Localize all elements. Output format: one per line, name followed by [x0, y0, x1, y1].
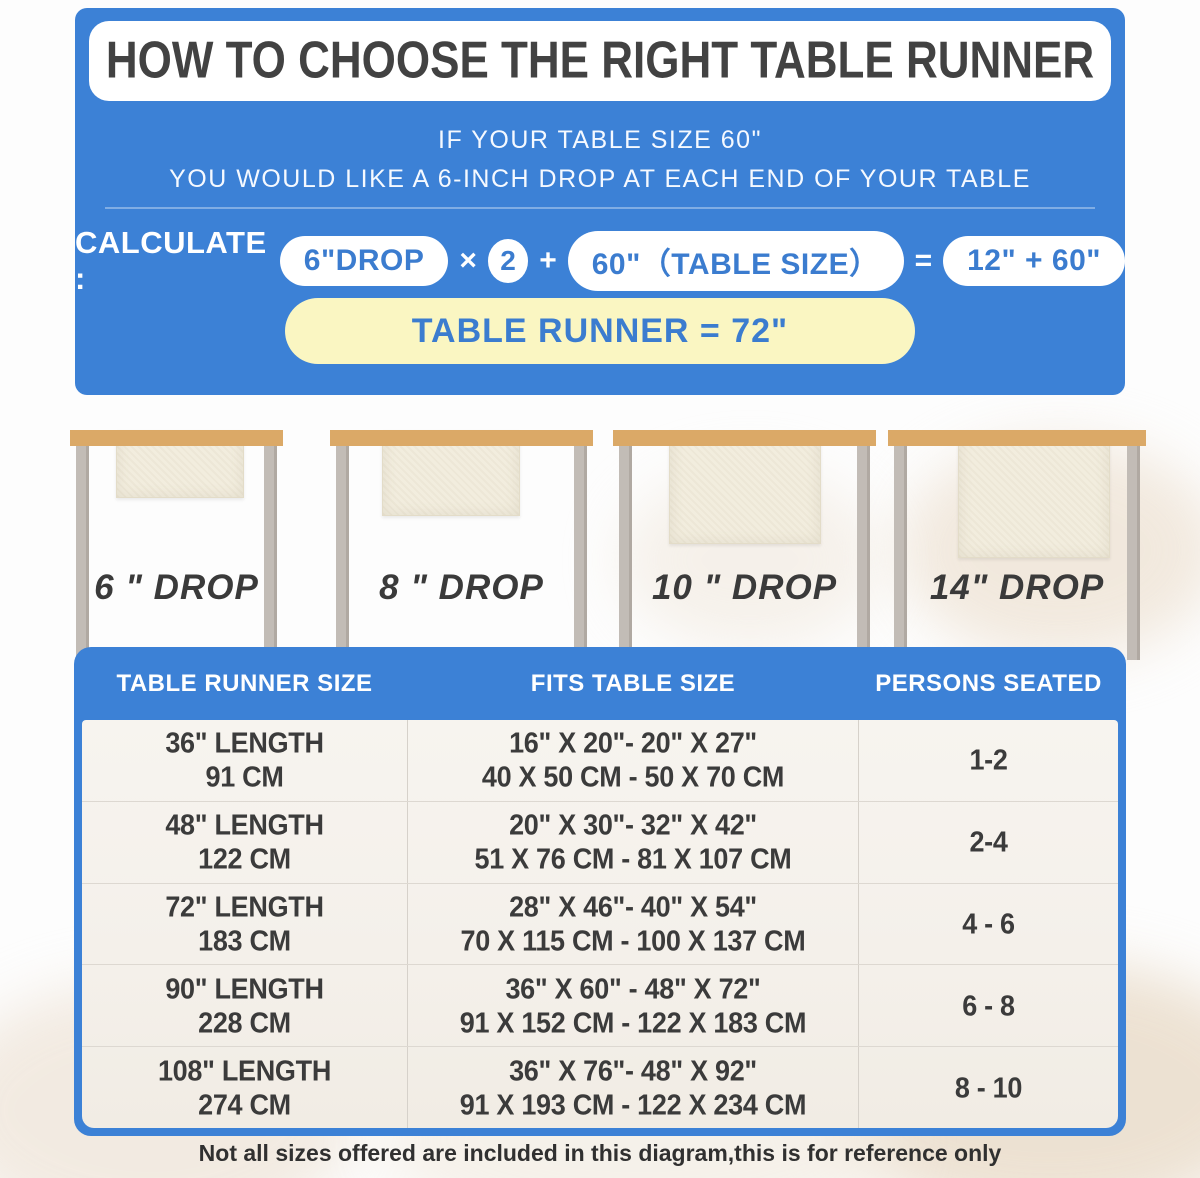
title-box: HOW TO CHOOSE THE RIGHT TABLE RUNNER	[89, 21, 1111, 101]
fits-size-cm: 91 X 152 CM - 122 X 183 CM	[459, 1007, 807, 1039]
runner-length-in: 90" LENGTH	[165, 973, 324, 1005]
runner-length-cm: 274 CM	[198, 1088, 291, 1121]
runner-length-in: 108" LENGTH	[157, 1054, 332, 1087]
fits-size-in: 28" X 46"- 40" X 54"	[509, 891, 757, 923]
equals-operator: =	[914, 244, 933, 277]
header-persons-seated: PERSONS SEATED	[875, 670, 1102, 697]
fits-size-cell: 16" X 20"- 20" X 27" 40 X 50 CM - 50 X 7…	[407, 720, 859, 801]
table-row: 90" LENGTH 228 CM 36" X 60" - 48" X 72" …	[82, 964, 1118, 1047]
table-figure-8in: 8 " DROP	[330, 400, 593, 660]
tabletop	[613, 430, 876, 446]
persons-seated: 6 - 8	[962, 990, 1015, 1022]
drop-label: 10 " DROP	[651, 568, 838, 607]
runner-size-cell: 108" LENGTH 274 CM	[82, 1047, 407, 1128]
subtitle-line2: YOU WOULD LIKE A 6-INCH DROP AT EACH END…	[169, 165, 1031, 193]
plus-operator: +	[539, 244, 557, 277]
header-banner: HOW TO CHOOSE THE RIGHT TABLE RUNNER IF …	[75, 8, 1125, 395]
fits-size-cell: 20" X 30"- 32" X 42" 51 X 76 CM - 81 X 1…	[407, 801, 859, 883]
runner-length-in: 72" LENGTH	[165, 891, 324, 923]
persons-cell: 6 - 8	[859, 965, 1118, 1046]
persons-seated: 8 - 10	[954, 1071, 1023, 1104]
table-size-pill: 60"（TABLE SIZE）	[567, 231, 904, 291]
page-title: HOW TO CHOOSE THE RIGHT TABLE RUNNER	[105, 31, 1095, 90]
sum-pill: 12" + 60"	[943, 236, 1125, 286]
drop-pill: 6"DROP	[279, 236, 449, 286]
drop-illustrations: 6 " DROP 8 " DROP 10 " DROP 14" DROP	[0, 400, 1200, 660]
table-row: 48" LENGTH 122 CM 20" X 30"- 32" X 42" 5…	[82, 800, 1118, 883]
drop-label: 8 " DROP	[379, 568, 544, 607]
subtitle-line1: IF YOUR TABLE SIZE 60"	[438, 126, 762, 154]
runner-length-cm: 228 CM	[198, 1007, 291, 1039]
fits-size-cm: 40 X 50 CM - 50 X 70 CM	[481, 761, 785, 794]
runner-length-in: 36" LENGTH	[165, 727, 324, 760]
table-runner-result: TABLE RUNNER = 72"	[285, 298, 915, 364]
size-chart: TABLE RUNNER SIZE FITS TABLE SIZE PERSON…	[75, 648, 1125, 1135]
header-fits-table-size: FITS TABLE SIZE	[530, 670, 736, 697]
fits-size-cm: 70 X 115 CM - 100 X 137 CM	[460, 925, 806, 957]
fits-size-cell: 36" X 60" - 48" X 72" 91 X 152 CM - 122 …	[407, 965, 859, 1047]
tabletop	[330, 430, 593, 446]
multiplier-badge: 2	[487, 239, 529, 283]
runner-length-in: 48" LENGTH	[165, 809, 324, 841]
fits-size-in: 16" X 20"- 20" X 27"	[509, 727, 757, 760]
fits-size-in: 36" X 60" - 48" X 72"	[505, 973, 761, 1005]
fits-size-in: 36" X 76"- 48" X 92"	[509, 1054, 757, 1087]
table-figure-10in: 10 " DROP	[613, 400, 876, 660]
runner-size-cell: 36" LENGTH 91 CM	[82, 720, 407, 801]
drop-label: 6 " DROP	[94, 568, 259, 607]
persons-cell: 2-4	[859, 802, 1118, 883]
runner-size-cell: 48" LENGTH 122 CM	[82, 802, 407, 883]
times-operator: ×	[459, 244, 477, 277]
table-row: 108" LENGTH 274 CM 36" X 76"- 48" X 92" …	[82, 1046, 1118, 1128]
drop-label: 14" DROP	[929, 568, 1105, 607]
tabletop	[70, 430, 283, 446]
fits-size-cell: 28" X 46"- 40" X 54" 70 X 115 CM - 100 X…	[407, 883, 859, 965]
table-leg	[76, 446, 89, 660]
fits-size-cell: 36" X 76"- 48" X 92" 91 X 193 CM - 122 X…	[407, 1047, 859, 1128]
size-chart-header: TABLE RUNNER SIZE FITS TABLE SIZE PERSON…	[82, 648, 1118, 720]
table-leg	[336, 446, 349, 660]
persons-cell: 1-2	[859, 720, 1118, 801]
persons-cell: 4 - 6	[859, 884, 1118, 965]
table-leg	[894, 446, 907, 660]
runner-size-cell: 90" LENGTH 228 CM	[82, 965, 407, 1046]
header-runner-size: TABLE RUNNER SIZE	[116, 670, 373, 697]
fits-size-cm: 51 X 76 CM - 81 X 107 CM	[474, 843, 792, 875]
calculation-row: CALCULATE : 6"DROP × 2 + 60"（TABLE SIZE）…	[75, 225, 1125, 296]
persons-seated: 2-4	[969, 826, 1008, 858]
table-figure-6in: 6 " DROP	[70, 400, 283, 660]
divider-line	[105, 207, 1095, 209]
runner-length-cm: 183 CM	[198, 925, 291, 957]
persons-seated: 4 - 6	[962, 908, 1015, 940]
runner-length-cm: 122 CM	[198, 843, 291, 875]
runner-illustration	[669, 430, 821, 544]
fits-size-cm: 91 X 193 CM - 122 X 234 CM	[459, 1088, 807, 1121]
table-row: 36" LENGTH 91 CM 16" X 20"- 20" X 27" 40…	[82, 720, 1118, 801]
persons-seated: 1-2	[969, 744, 1008, 777]
fits-size-in: 20" X 30"- 32" X 42"	[509, 809, 757, 841]
persons-cell: 8 - 10	[859, 1047, 1118, 1128]
runner-size-cell: 72" LENGTH 183 CM	[82, 884, 407, 965]
table-leg	[857, 446, 870, 660]
table-leg	[264, 446, 277, 660]
tabletop	[888, 430, 1146, 446]
table-figure-14in: 14" DROP	[888, 400, 1146, 660]
table-leg	[574, 446, 587, 660]
reference-note: Not all sizes offered are included in th…	[198, 1140, 1002, 1166]
table-leg	[619, 446, 632, 660]
table-leg	[1127, 446, 1140, 660]
calculate-label: CALCULATE :	[75, 225, 267, 296]
table-row: 72" LENGTH 183 CM 28" X 46"- 40" X 54" 7…	[82, 882, 1118, 965]
size-chart-body: 36" LENGTH 91 CM 16" X 20"- 20" X 27" 40…	[82, 720, 1118, 1128]
runner-length-cm: 91 CM	[205, 761, 284, 794]
runner-illustration	[958, 430, 1110, 558]
